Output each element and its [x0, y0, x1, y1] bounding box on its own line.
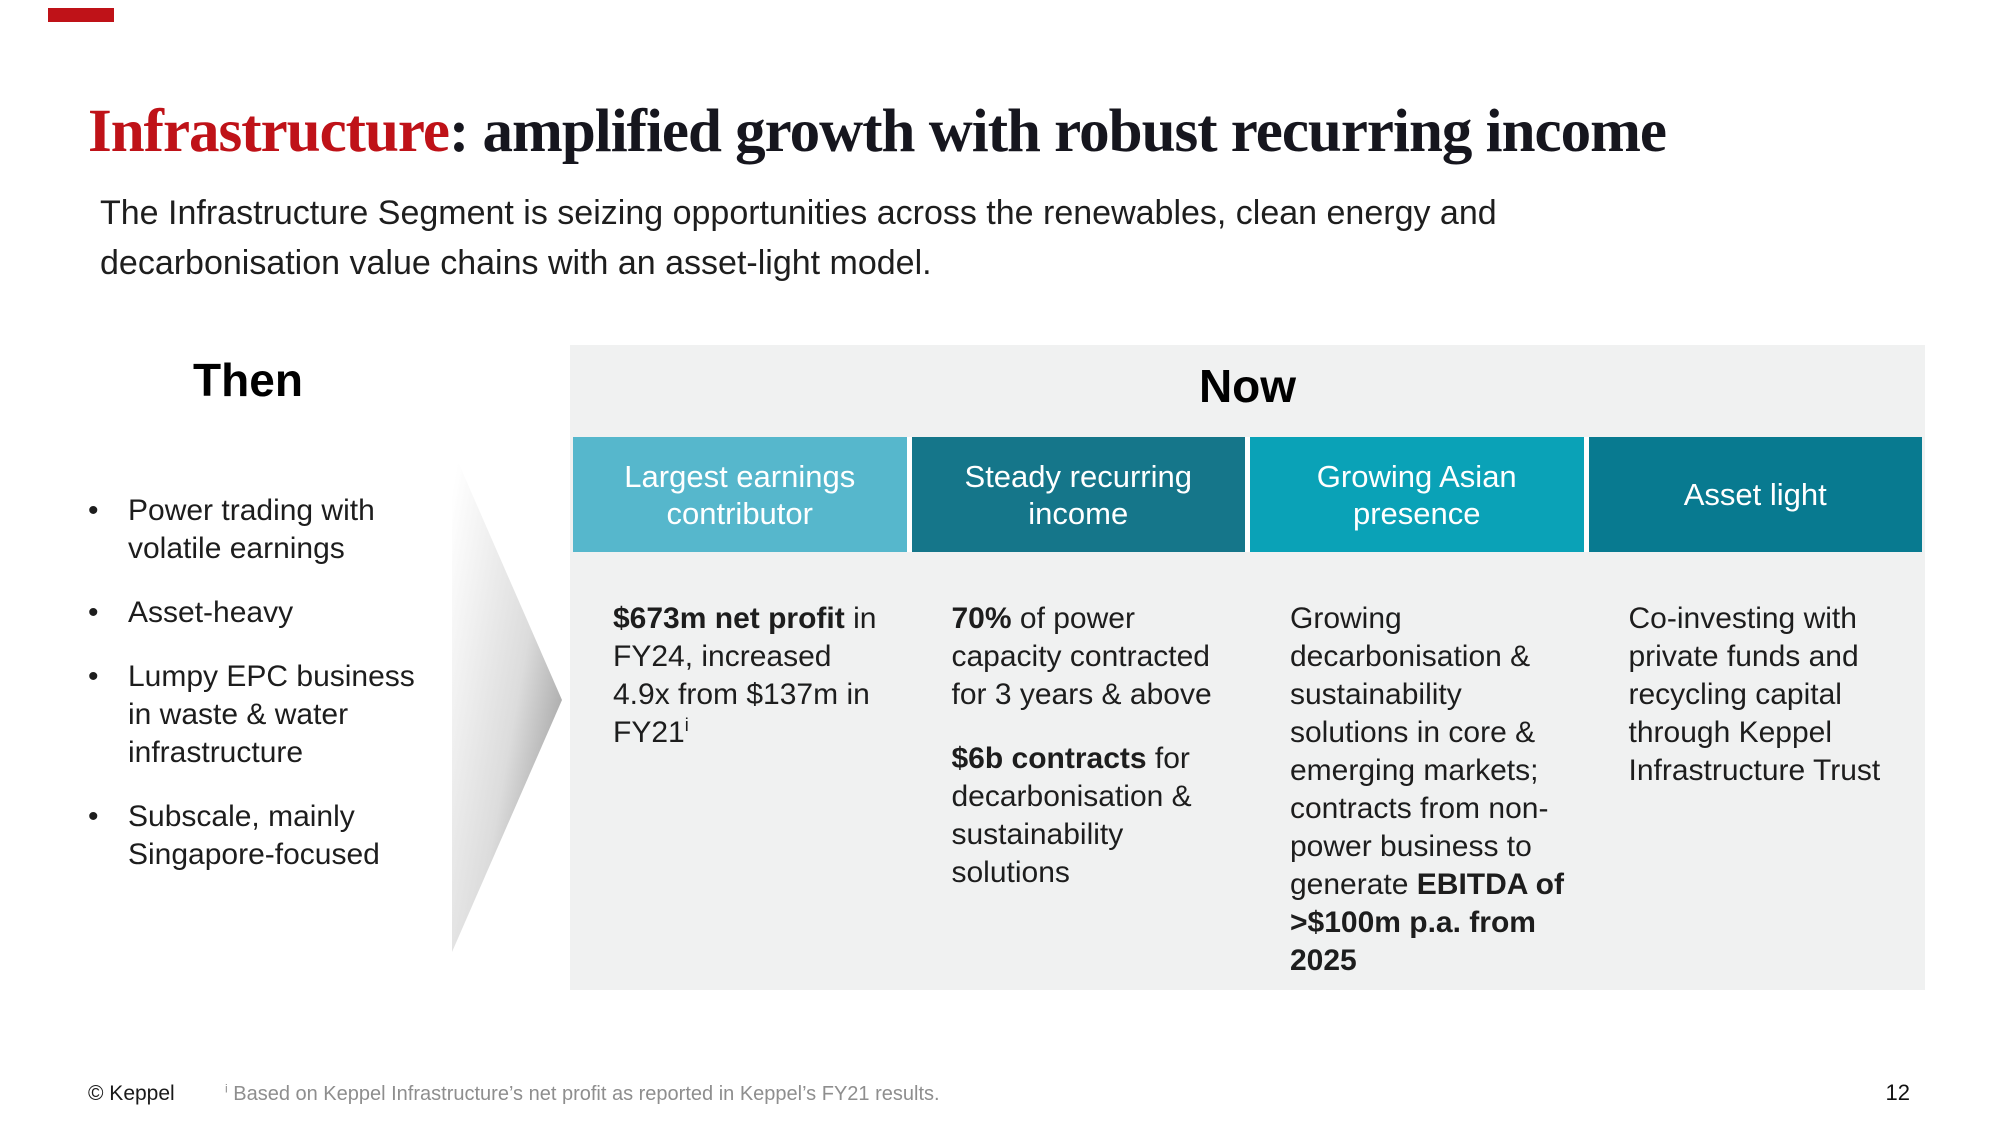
brand-accent-bar	[48, 8, 114, 22]
footer-footnote: i Based on Keppel Infrastructure’s net p…	[225, 1081, 940, 1105]
column-header-row: Largest earnings contributor Steady recu…	[573, 437, 1922, 552]
then-to-now-arrow	[452, 448, 562, 952]
title-accent: Infrastructure	[88, 97, 450, 165]
column-header-largest-earnings: Largest earnings contributor	[573, 437, 907, 552]
body-paragraph: Co-investing with private funds and recy…	[1628, 602, 1881, 787]
column-header-asset-light: Asset light	[1588, 437, 1922, 552]
now-heading: Now	[1198, 360, 1297, 412]
bullet-item: Subscale, mainly Singapore-focused	[84, 798, 424, 874]
bullet-item: Lumpy EPC business in waste & water infr…	[84, 658, 424, 772]
bullet-item: Power trading with volatile earnings	[84, 492, 424, 568]
subtitle-line-2: decarbonisation value chains with an ass…	[100, 244, 932, 282]
column-body-growing-asian: Growing decarbonisation & sustainability…	[1250, 600, 1584, 990]
column-header-growing-asian: Growing Asian presence	[1250, 437, 1584, 552]
title-rest: : amplified growth with robust recurring…	[448, 97, 1667, 165]
now-panel: Now Largest earnings contributor Steady …	[570, 345, 1925, 990]
body-paragraph: $673m net profit in FY24, increased 4.9x…	[613, 602, 877, 749]
column-body-largest-earnings: $673m net profit in FY24, increased 4.9x…	[573, 600, 907, 990]
then-bullet-list: Power trading with volatile earnings Asse…	[84, 492, 424, 900]
subtitle: The Infrastructure Segment is seizing op…	[100, 188, 1497, 288]
column-body-row: $673m net profit in FY24, increased 4.9x…	[573, 600, 1922, 990]
column-header-steady-recurring: Steady recurring income	[911, 437, 1245, 552]
body-paragraph: Growing decarbonisation & sustainability…	[1290, 602, 1564, 977]
page-title: Infrastructure: amplified growth with ro…	[88, 97, 1667, 167]
bullet-item: Asset-heavy	[84, 594, 424, 632]
column-body-steady-recurring: 70% of power capacity contracted for 3 y…	[912, 600, 1246, 990]
footer-copyright: © Keppel	[88, 1082, 175, 1105]
then-heading: Then	[193, 354, 303, 406]
column-body-asset-light: Co-investing with private funds and recy…	[1589, 600, 1923, 990]
body-paragraph: $6b contracts for decarbonisation & sust…	[951, 742, 1192, 889]
body-paragraph: 70% of power capacity contracted for 3 y…	[951, 602, 1212, 711]
subtitle-line-1: The Infrastructure Segment is seizing op…	[100, 194, 1497, 232]
page-number: 12	[1885, 1080, 1910, 1105]
